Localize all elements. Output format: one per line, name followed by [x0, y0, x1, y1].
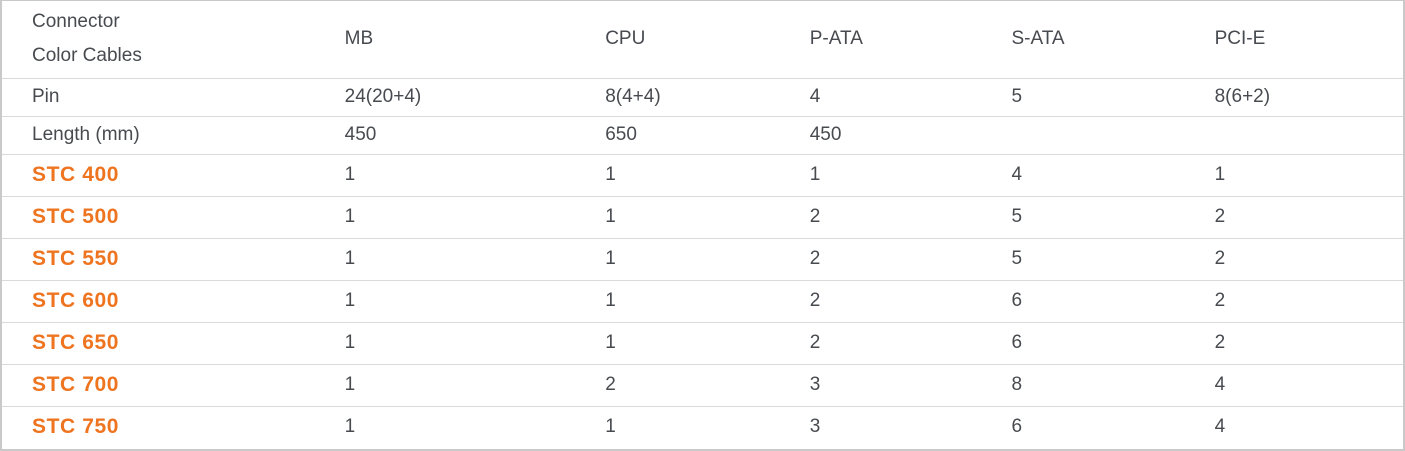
cell-stc-600-s-ata: 6: [1011, 290, 1023, 311]
cell-stc-550-s-ata: 5: [1011, 248, 1023, 269]
cell-stc-500-p-ata: 2: [809, 206, 821, 227]
product-row-stc-700: STC 700 1 2 3 8 4: [2, 364, 1403, 406]
row-label-stc-700: STC 700: [32, 373, 120, 396]
cell-pin-s-ata: 5: [1011, 86, 1023, 107]
cell-stc-400-s-ata: 4: [1011, 164, 1023, 185]
column-header-pci-e: PCI-E: [1214, 28, 1266, 50]
corner-header: Connector Color Cables: [2, 1, 333, 78]
cell-stc-550-cpu: 1: [605, 248, 616, 269]
cell-stc-650-s-ata: 6: [1011, 332, 1023, 353]
cell-pin-cpu: 8(4+4): [605, 86, 661, 107]
cell-pin-mb: 24(20+4): [344, 86, 422, 107]
cell-stc-400-pci-e: 1: [1214, 164, 1226, 185]
cell-stc-650-p-ata: 2: [809, 332, 821, 353]
header-row: Connector Color Cables MB CPU P-ATA S-ATA PC…: [2, 1, 1403, 78]
column-header-mb: MB: [344, 28, 374, 50]
cell-stc-500-s-ata: 5: [1011, 206, 1023, 227]
row-label-length-mm: Length (mm): [32, 124, 140, 145]
cell-stc-500-pci-e: 2: [1214, 206, 1226, 227]
cell-length-mm-mb: 450: [344, 124, 377, 145]
row-label-stc-400: STC 400: [32, 163, 120, 186]
column-header-cpu: CPU: [605, 28, 646, 50]
row-label-stc-650: STC 650: [32, 331, 120, 354]
cell-stc-700-p-ata: 3: [809, 374, 821, 395]
cell-length-mm-cpu: 650: [605, 124, 637, 145]
row-label-stc-600: STC 600: [32, 289, 120, 312]
cell-stc-400-p-ata: 1: [809, 164, 821, 185]
corner-header-line1: Connector: [32, 11, 120, 33]
row-label-stc-500: STC 500: [32, 205, 120, 228]
cell-stc-650-cpu: 1: [605, 332, 616, 353]
cell-stc-600-cpu: 1: [605, 290, 616, 311]
cell-stc-750-mb: 1: [344, 416, 356, 438]
cell-stc-750-pci-e: 4: [1214, 416, 1226, 438]
product-row-stc-650: STC 650 1 1 2 6 2: [2, 322, 1403, 364]
column-header-s-ata: S-ATA: [1011, 28, 1065, 50]
cell-stc-700-pci-e: 4: [1214, 374, 1226, 395]
row-label-pin: Pin: [32, 86, 60, 107]
cell-stc-700-s-ata: 8: [1011, 374, 1023, 395]
cell-length-mm-p-ata: 450: [809, 124, 842, 145]
corner-header-line2: Color Cables: [32, 45, 142, 67]
cell-stc-700-cpu: 2: [605, 374, 616, 395]
cell-stc-550-mb: 1: [344, 248, 356, 269]
cell-stc-400-cpu: 1: [605, 164, 616, 185]
cell-stc-650-pci-e: 2: [1214, 332, 1226, 353]
cell-pin-pci-e: 8(6+2): [1214, 86, 1271, 107]
cell-stc-500-mb: 1: [344, 206, 356, 227]
cell-pin-p-ata: 4: [809, 86, 821, 107]
cell-stc-600-mb: 1: [344, 290, 356, 311]
product-row-stc-500: STC 500 1 1 2 5 2: [2, 196, 1403, 238]
cell-stc-750-s-ata: 6: [1011, 416, 1023, 438]
cell-stc-550-p-ata: 2: [809, 248, 821, 269]
cell-stc-750-p-ata: 3: [809, 416, 821, 438]
cell-stc-700-mb: 1: [344, 374, 356, 395]
cell-stc-500-cpu: 1: [605, 206, 616, 227]
product-row-stc-750: STC 750 1 1 3 6 4: [2, 406, 1403, 448]
product-row-stc-400: STC 400 1 1 1 4 1: [2, 154, 1403, 196]
spec-row-length-mm: Length (mm) 450 650 450: [2, 116, 1403, 154]
cell-stc-550-pci-e: 2: [1214, 248, 1226, 269]
product-row-stc-600: STC 600 1 1 2 6 2: [2, 280, 1403, 322]
cell-stc-600-p-ata: 2: [809, 290, 821, 311]
cell-length-mm-s-ata: [999, 116, 1202, 154]
product-row-stc-550: STC 550 1 1 2 5 2: [2, 238, 1403, 280]
cell-stc-750-cpu: 1: [605, 416, 616, 438]
cell-stc-400-mb: 1: [344, 164, 356, 185]
row-label-stc-550: STC 550: [32, 247, 120, 270]
table-body: Pin 24(20+4) 8(4+4) 4 5 8(6+2) Length (mm) 450 6…: [2, 78, 1403, 448]
spec-row-pin: Pin 24(20+4) 8(4+4) 4 5 8(6+2): [2, 78, 1403, 116]
column-header-p-ata: P-ATA: [809, 28, 863, 50]
cell-length-mm-pci-e: [1203, 116, 1403, 154]
cell-stc-600-pci-e: 2: [1214, 290, 1226, 311]
cell-stc-650-mb: 1: [344, 332, 356, 353]
row-label-stc-750: STC 750: [32, 415, 120, 439]
